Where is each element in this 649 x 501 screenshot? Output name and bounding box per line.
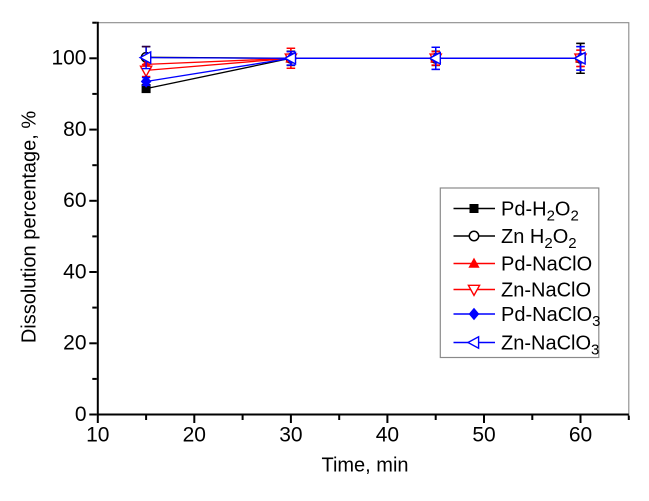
svg-text:Pd-NaClO3: Pd-NaClO3	[501, 304, 600, 330]
svg-text:10: 10	[86, 424, 109, 447]
svg-text:Zn-NaClO3: Zn-NaClO3	[501, 333, 599, 359]
svg-text:30: 30	[279, 424, 302, 447]
svg-text:100: 100	[51, 47, 86, 70]
svg-text:Pd-NaClO: Pd-NaClO	[501, 254, 592, 276]
svg-text:20: 20	[63, 332, 86, 355]
svg-text:Zn H2O2: Zn H2O2	[501, 226, 577, 252]
svg-text:80: 80	[63, 118, 86, 141]
svg-text:Dissolution percentage, %: Dissolution percentage, %	[19, 111, 41, 344]
svg-text:40: 40	[63, 260, 86, 283]
svg-text:Zn-NaClO: Zn-NaClO	[501, 280, 591, 302]
svg-text:50: 50	[472, 424, 495, 447]
svg-text:20: 20	[183, 424, 206, 447]
svg-text:40: 40	[376, 424, 399, 447]
svg-text:Time, min: Time, min	[321, 455, 408, 477]
svg-text:60: 60	[569, 424, 592, 447]
svg-text:0: 0	[75, 403, 87, 426]
svg-text:60: 60	[63, 189, 86, 212]
svg-text:Pd-H2O2: Pd-H2O2	[501, 199, 579, 225]
